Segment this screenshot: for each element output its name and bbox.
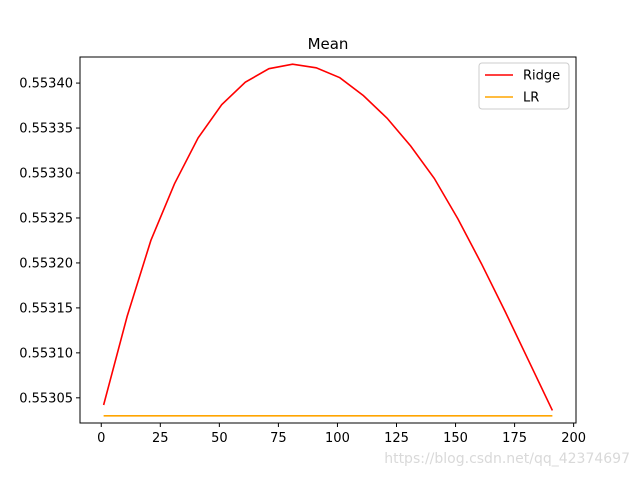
y-tick-label: 0.55305 [19, 391, 73, 406]
legend-label-lr: LR [523, 91, 539, 106]
x-tick-label: 50 [211, 431, 228, 446]
x-tick-label: 150 [443, 431, 468, 446]
series-line-ridge [102, 63, 554, 411]
legend: Ridge LR [478, 62, 570, 110]
y-tick-label: 0.55320 [19, 256, 73, 271]
y-axis: 0.55305 0.55310 0.55315 0.55320 0.55325 0.553… [19, 77, 80, 406]
y-tick-label: 0.55325 [19, 211, 73, 226]
x-tick-label: 100 [325, 431, 350, 446]
y-tick-label: 0.55310 [19, 346, 73, 361]
watermark-text: https://blog.csdn.net/qq_42374697 [384, 451, 630, 467]
x-tick-label: 125 [384, 431, 409, 446]
plot-area [102, 63, 554, 417]
legend-label-ridge: Ridge [523, 69, 560, 84]
axes-frame [79, 56, 577, 424]
x-tick-label: 175 [502, 431, 527, 446]
y-tick-label: 0.55340 [19, 77, 73, 92]
y-tick-label: 0.55335 [19, 122, 73, 137]
y-tick-label: 0.55315 [19, 301, 73, 316]
x-tick-label: 0 [97, 431, 105, 446]
x-axis: 0 25 50 75 100 125 150 175 200 [97, 423, 586, 446]
x-tick-label: 75 [270, 431, 287, 446]
chart-title: Mean [308, 35, 349, 53]
x-tick-label: 200 [561, 431, 586, 446]
x-tick-label: 25 [152, 431, 169, 446]
y-tick-label: 0.55330 [19, 167, 73, 182]
